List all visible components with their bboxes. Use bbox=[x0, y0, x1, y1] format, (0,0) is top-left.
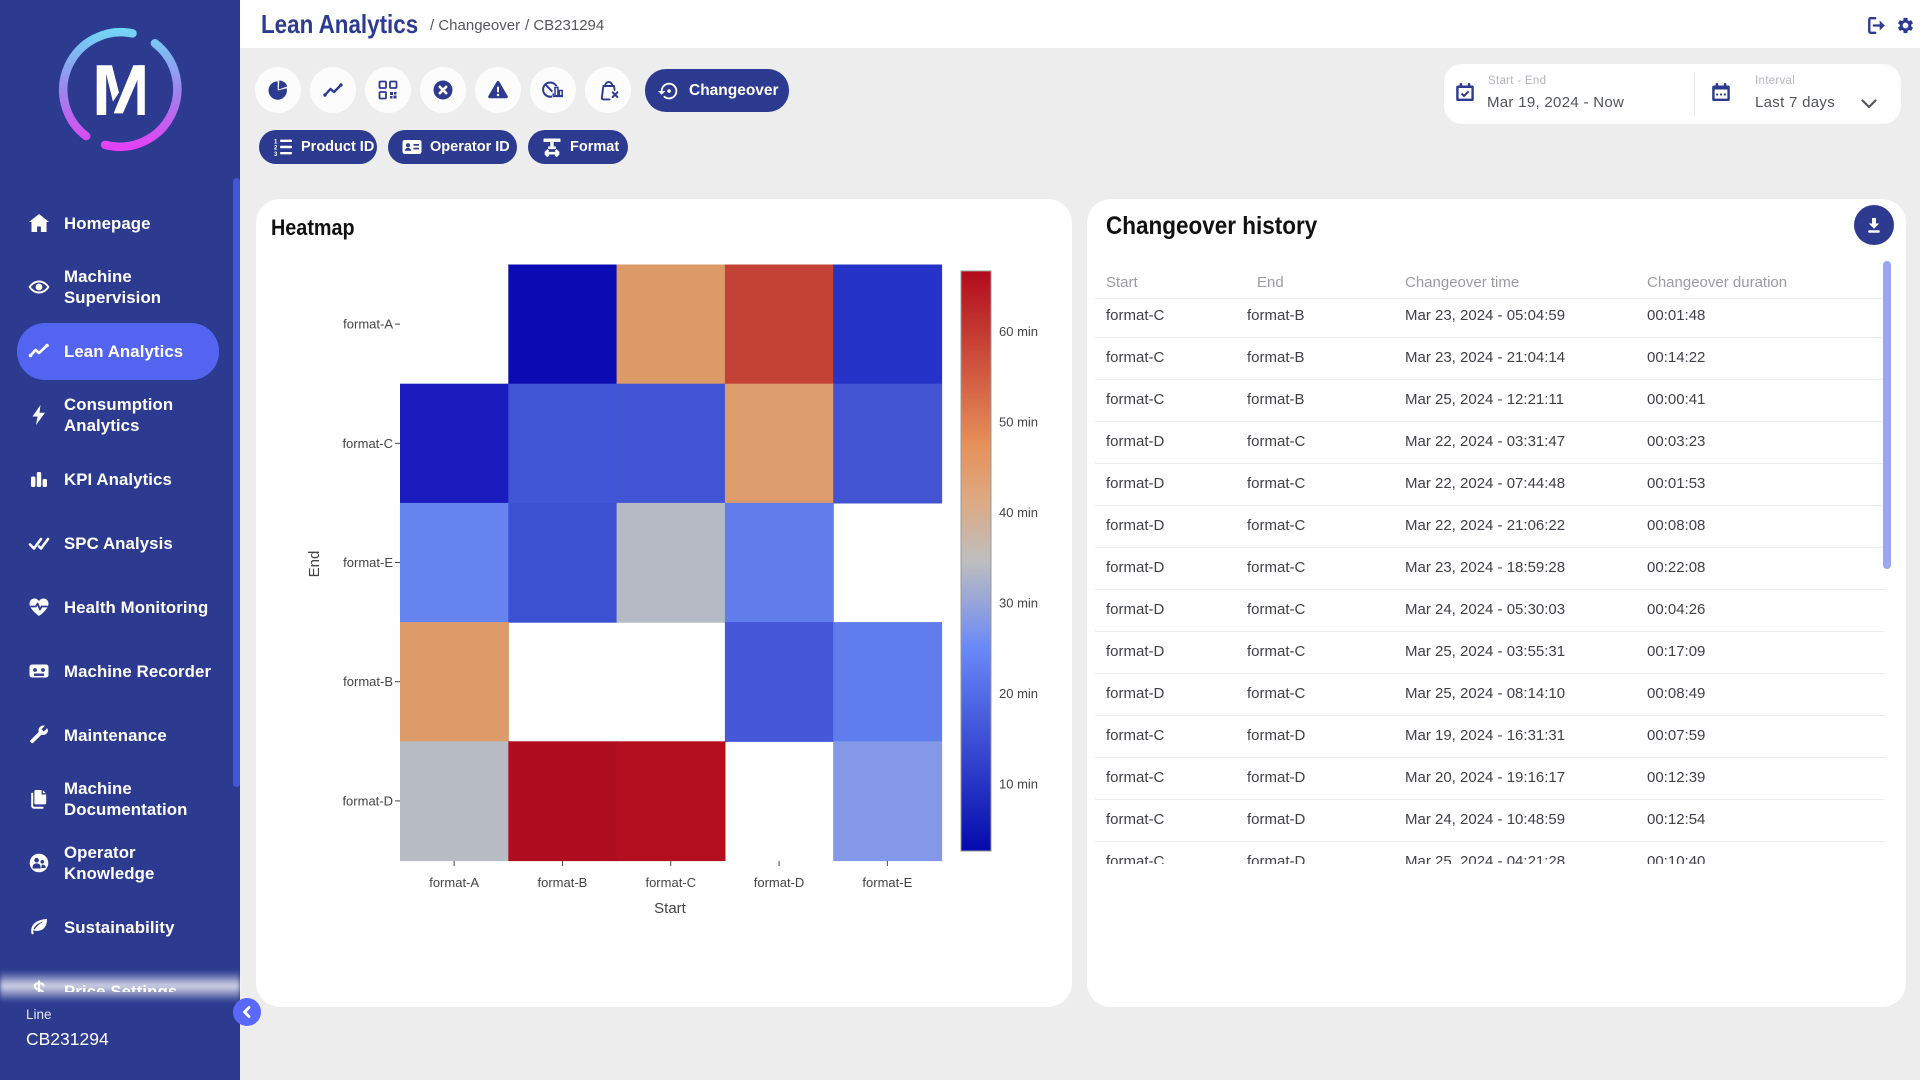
svg-text:format-C: format-C bbox=[342, 436, 393, 451]
svg-text:format-B: format-B bbox=[538, 875, 588, 890]
svg-text:format-E: format-E bbox=[862, 875, 912, 890]
svg-text:format-E: format-E bbox=[343, 555, 393, 570]
svg-text:2: 2 bbox=[274, 146, 278, 152]
svg-text:format-C: format-C bbox=[645, 875, 696, 890]
svg-text:50 min: 50 min bbox=[999, 415, 1038, 430]
svg-text:format-A: format-A bbox=[343, 317, 393, 332]
svg-text:30 min: 30 min bbox=[999, 596, 1038, 611]
svg-text:format-A: format-A bbox=[429, 875, 479, 890]
svg-text:format-D: format-D bbox=[754, 875, 805, 890]
svg-text:1: 1 bbox=[274, 140, 278, 146]
svg-text:Start: Start bbox=[654, 900, 687, 917]
svg-text:3: 3 bbox=[274, 152, 278, 157]
svg-text:40 min: 40 min bbox=[999, 505, 1038, 520]
svg-text:format-B: format-B bbox=[343, 674, 393, 689]
svg-text:End: End bbox=[306, 551, 323, 578]
svg-text:10 min: 10 min bbox=[999, 777, 1038, 792]
svg-text:20 min: 20 min bbox=[999, 686, 1038, 701]
svg-text:60 min: 60 min bbox=[999, 324, 1038, 339]
svg-text:format-D: format-D bbox=[342, 793, 393, 808]
